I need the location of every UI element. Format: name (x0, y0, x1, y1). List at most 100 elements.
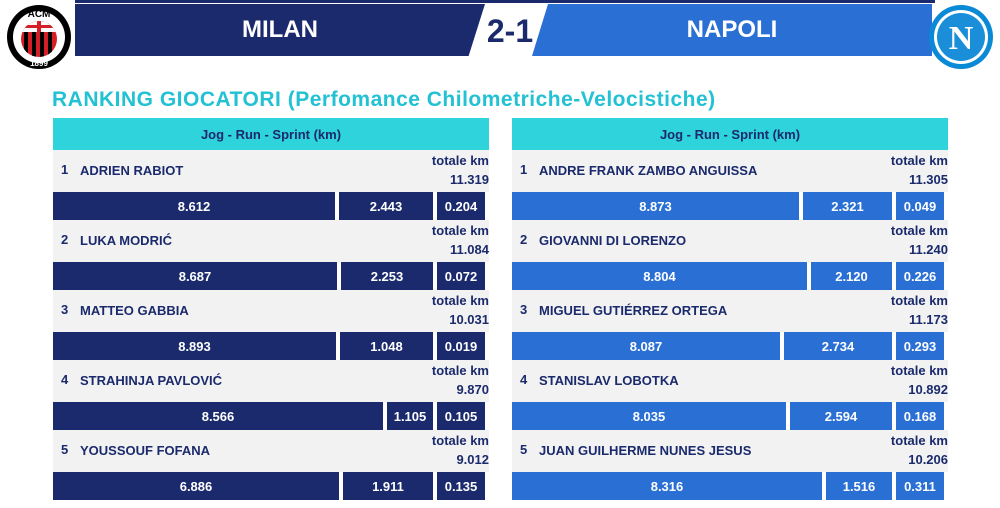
player-rank: 3 (61, 302, 69, 317)
player-name: ANDRE FRANK ZAMBO ANGUISSA (539, 163, 758, 178)
sprint-bar: 0.311 (896, 472, 944, 500)
total-km-value: 11.319 (449, 172, 489, 187)
sprint-bar: 0.135 (437, 472, 485, 500)
player-rank: 4 (520, 372, 528, 387)
player-row: 3 MATTEO GABBIA totale km 10.031 8.893 1… (53, 290, 489, 360)
total-km-label: totale km (431, 223, 489, 238)
milan-ranking-panel: Jog - Run - Sprint (km) 1 ADRIEN RABIOT … (53, 118, 489, 502)
sprint-bar: 0.168 (896, 402, 944, 430)
sprint-bar: 0.019 (437, 332, 485, 360)
player-row: 2 LUKA MODRIĆ totale km 11.084 8.687 2.2… (53, 220, 489, 290)
total-km-value: 11.240 (908, 242, 948, 257)
player-rank: 1 (520, 162, 528, 177)
milan-crest-icon: ACM 1899 (7, 5, 71, 69)
total-km-value: 10.206 (908, 452, 948, 467)
distance-bars: 8.035 2.594 0.168 (512, 402, 948, 430)
jog-bar: 8.612 (53, 192, 335, 220)
away-team-bar: NAPOLI (532, 4, 932, 56)
player-name: ADRIEN RABIOT (80, 163, 184, 178)
distance-bars: 8.893 1.048 0.019 (53, 332, 489, 360)
player-rank: 4 (61, 372, 69, 387)
total-km-value: 11.173 (908, 312, 948, 327)
napoli-ranking-panel: Jog - Run - Sprint (km) 1 ANDRE FRANK ZA… (512, 118, 948, 502)
sprint-bar: 0.049 (896, 192, 944, 220)
jog-bar: 8.893 (53, 332, 336, 360)
svg-text:1899: 1899 (30, 59, 48, 68)
player-info: 5 JUAN GUILHERME NUNES JESUS totale km 1… (512, 430, 948, 472)
jog-bar: 8.087 (512, 332, 780, 360)
run-bar: 2.734 (784, 332, 892, 360)
player-info: 1 ADRIEN RABIOT totale km 11.319 (53, 150, 489, 192)
player-rank: 2 (61, 232, 69, 247)
total-km-value: 11.084 (449, 242, 489, 257)
player-rank: 1 (61, 162, 69, 177)
run-bar: 2.120 (811, 262, 892, 290)
total-km-value: 9.012 (456, 452, 489, 467)
sprint-bar: 0.204 (437, 192, 485, 220)
distance-bars: 8.612 2.443 0.204 (53, 192, 489, 220)
player-name: GIOVANNI DI LORENZO (539, 233, 687, 248)
distance-bars: 6.886 1.911 0.135 (53, 472, 489, 500)
jog-bar: 8.687 (53, 262, 337, 290)
player-info: 2 LUKA MODRIĆ totale km 11.084 (53, 220, 489, 262)
total-km-label: totale km (890, 433, 948, 448)
player-name: YOUSSOUF FOFANA (80, 443, 211, 458)
player-row: 3 MIGUEL GUTIÉRREZ ORTEGA totale km 11.1… (512, 290, 948, 360)
total-km-label: totale km (431, 433, 489, 448)
player-rank: 5 (61, 442, 69, 457)
player-row: 4 STRAHINJA PAVLOVIĆ totale km 9.870 8.5… (53, 360, 489, 430)
home-team-name: MILAN (242, 16, 318, 43)
sprint-bar: 0.105 (437, 402, 485, 430)
run-bar: 1.105 (387, 402, 433, 430)
player-name: STRAHINJA PAVLOVIĆ (80, 373, 223, 388)
napoli-crest-icon: N (929, 5, 993, 69)
player-info: 5 YOUSSOUF FOFANA totale km 9.012 (53, 430, 489, 472)
player-row: 5 JUAN GUILHERME NUNES JESUS totale km 1… (512, 430, 948, 500)
player-rank: 5 (520, 442, 528, 457)
total-km-value: 10.892 (908, 382, 948, 397)
milan-column-header: Jog - Run - Sprint (km) (53, 118, 489, 150)
player-row: 1 ANDRE FRANK ZAMBO ANGUISSA totale km 1… (512, 150, 948, 220)
distance-bars: 8.566 1.105 0.105 (53, 402, 489, 430)
player-name: JUAN GUILHERME NUNES JESUS (539, 443, 752, 458)
distance-bars: 8.804 2.120 0.226 (512, 262, 948, 290)
player-rank: 2 (520, 232, 528, 247)
jog-bar: 6.886 (53, 472, 339, 500)
match-header: ACM 1899 MILAN 2-1 NAPOLI N (0, 0, 1000, 80)
total-km-label: totale km (890, 223, 948, 238)
player-name: STANISLAV LOBOTKA (539, 373, 679, 388)
distance-bars: 8.873 2.321 0.049 (512, 192, 948, 220)
run-bar: 1.911 (343, 472, 433, 500)
player-row: 1 ADRIEN RABIOT totale km 11.319 8.612 2… (53, 150, 489, 220)
player-row: 2 GIOVANNI DI LORENZO totale km 11.240 8… (512, 220, 948, 290)
run-bar: 2.594 (790, 402, 892, 430)
total-km-label: totale km (431, 293, 489, 308)
player-row: 4 STANISLAV LOBOTKA totale km 10.892 8.0… (512, 360, 948, 430)
total-km-label: totale km (890, 363, 948, 378)
total-km-value: 11.305 (908, 172, 948, 187)
player-info: 4 STRAHINJA PAVLOVIĆ totale km 9.870 (53, 360, 489, 402)
napoli-column-header: Jog - Run - Sprint (km) (512, 118, 948, 150)
jog-bar: 8.873 (512, 192, 799, 220)
header-top-line (75, 0, 935, 3)
home-team-bar: MILAN (75, 4, 485, 56)
player-info: 4 STANISLAV LOBOTKA totale km 10.892 (512, 360, 948, 402)
player-name: LUKA MODRIĆ (80, 233, 172, 248)
away-team-name: NAPOLI (686, 16, 778, 43)
run-bar: 2.443 (339, 192, 433, 220)
distance-bars: 8.087 2.734 0.293 (512, 332, 948, 360)
player-rank: 3 (520, 302, 528, 317)
player-info: 2 GIOVANNI DI LORENZO totale km 11.240 (512, 220, 948, 262)
run-bar: 2.321 (803, 192, 892, 220)
total-km-label: totale km (890, 293, 948, 308)
player-row: 5 YOUSSOUF FOFANA totale km 9.012 6.886 … (53, 430, 489, 500)
player-name: MATTEO GABBIA (80, 303, 189, 318)
total-km-value: 10.031 (449, 312, 489, 327)
match-score: 2-1 (486, 12, 534, 49)
distance-bars: 8.687 2.253 0.072 (53, 262, 489, 290)
sprint-bar: 0.226 (896, 262, 944, 290)
section-title: RANKING GIOCATORI (Perfomance Chilometri… (52, 88, 716, 111)
player-info: 1 ANDRE FRANK ZAMBO ANGUISSA totale km 1… (512, 150, 948, 192)
run-bar: 2.253 (341, 262, 433, 290)
player-info: 3 MATTEO GABBIA totale km 10.031 (53, 290, 489, 332)
